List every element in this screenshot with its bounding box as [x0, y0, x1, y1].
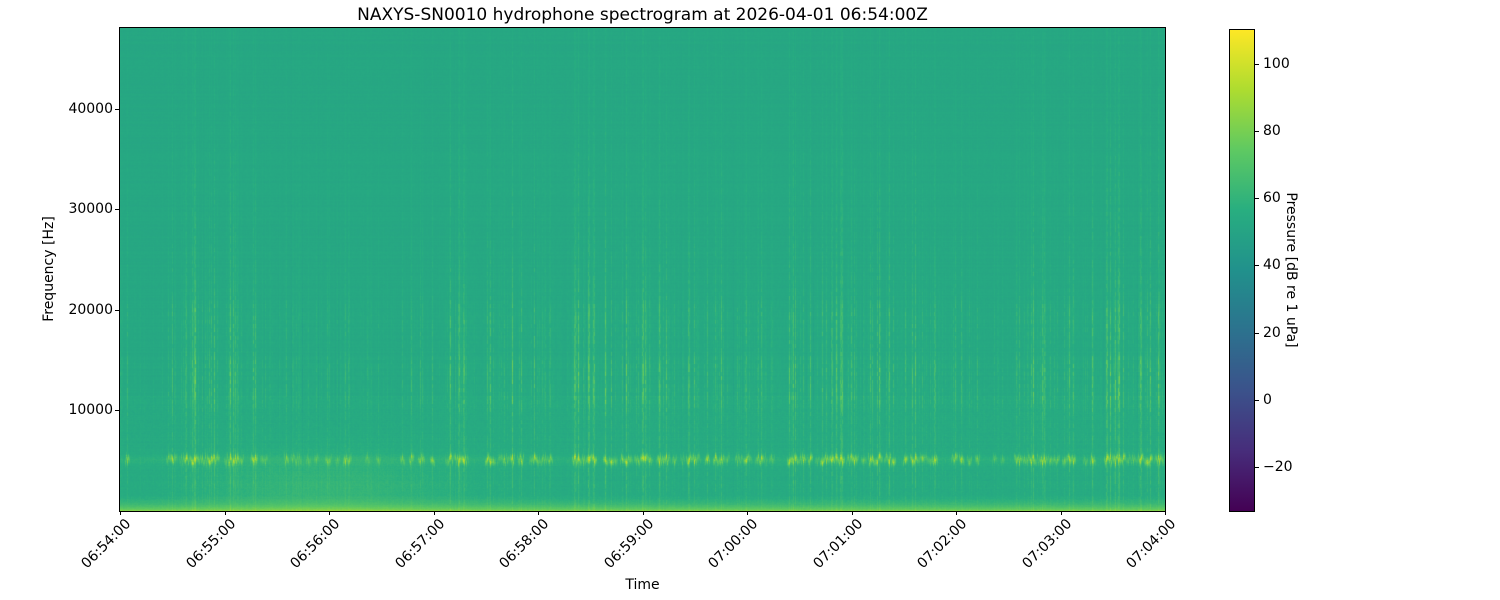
- y-tick-label: 20000: [68, 301, 113, 318]
- colorbar-tick-label: 60: [1263, 190, 1281, 207]
- colorbar-tick-mark: [1255, 332, 1259, 334]
- y-tick-label: 10000: [68, 402, 113, 419]
- colorbar-tick-label: 80: [1263, 122, 1281, 139]
- x-tick-label: 07:02:00: [914, 516, 971, 572]
- y-tick-label: 40000: [68, 100, 113, 117]
- x-tick-label: 06:57:00: [392, 516, 448, 572]
- colorbar-tick-label: 20: [1263, 324, 1281, 341]
- colorbar-tick-mark: [1255, 63, 1259, 65]
- x-tick-mark: [433, 511, 435, 515]
- y-tick-mark: [115, 108, 119, 110]
- x-tick-label: 06:55:00: [183, 516, 239, 572]
- x-tick-mark: [1165, 511, 1166, 515]
- x-axis-label: Time: [625, 577, 660, 593]
- plot-area: [119, 27, 1166, 512]
- x-tick-label: 06:56:00: [287, 516, 344, 572]
- colorbar: [1229, 29, 1255, 512]
- x-tick-label: 07:03:00: [1019, 516, 1075, 572]
- x-tick-label: 07:04:00: [1123, 516, 1180, 572]
- x-tick-mark: [120, 511, 121, 515]
- x-tick-mark: [956, 511, 957, 515]
- colorbar-tick-label: −20: [1263, 459, 1293, 476]
- colorbar-tick-label: 40: [1263, 257, 1281, 274]
- x-tick-mark: [747, 511, 748, 515]
- colorbar-tick-mark: [1255, 198, 1259, 200]
- y-axis-label: Frequency [Hz]: [41, 216, 57, 322]
- x-tick-mark: [538, 511, 539, 515]
- colorbar-tick-mark: [1255, 130, 1259, 132]
- x-tick-mark: [642, 511, 644, 515]
- colorbar-label: Pressure [dB re 1 uPa]: [1283, 192, 1299, 348]
- x-tick-label: 06:59:00: [601, 516, 657, 572]
- colorbar-tick-label: 0: [1263, 392, 1272, 408]
- x-tick-label: 07:00:00: [705, 516, 762, 572]
- colorbar-tick-mark: [1255, 265, 1259, 267]
- x-tick-label: 06:54:00: [78, 516, 135, 572]
- colorbar-tick-mark: [1255, 467, 1259, 469]
- chart-title: NAXYS-SN0010 hydrophone spectrogram at 2…: [357, 5, 928, 25]
- x-tick-label: 06:58:00: [496, 516, 553, 572]
- spectrogram-canvas: [120, 28, 1165, 511]
- x-tick-mark: [851, 511, 853, 515]
- x-tick-mark: [224, 511, 226, 515]
- y-tick-label: 30000: [68, 201, 113, 218]
- x-tick-mark: [1060, 511, 1062, 515]
- y-tick-mark: [115, 410, 119, 412]
- x-tick-label: 07:01:00: [810, 516, 866, 572]
- y-tick-mark: [115, 309, 119, 311]
- x-tick-mark: [329, 511, 330, 515]
- colorbar-tick-label: 100: [1263, 55, 1290, 72]
- colorbar-tick-mark: [1255, 400, 1259, 401]
- y-tick-mark: [115, 209, 119, 211]
